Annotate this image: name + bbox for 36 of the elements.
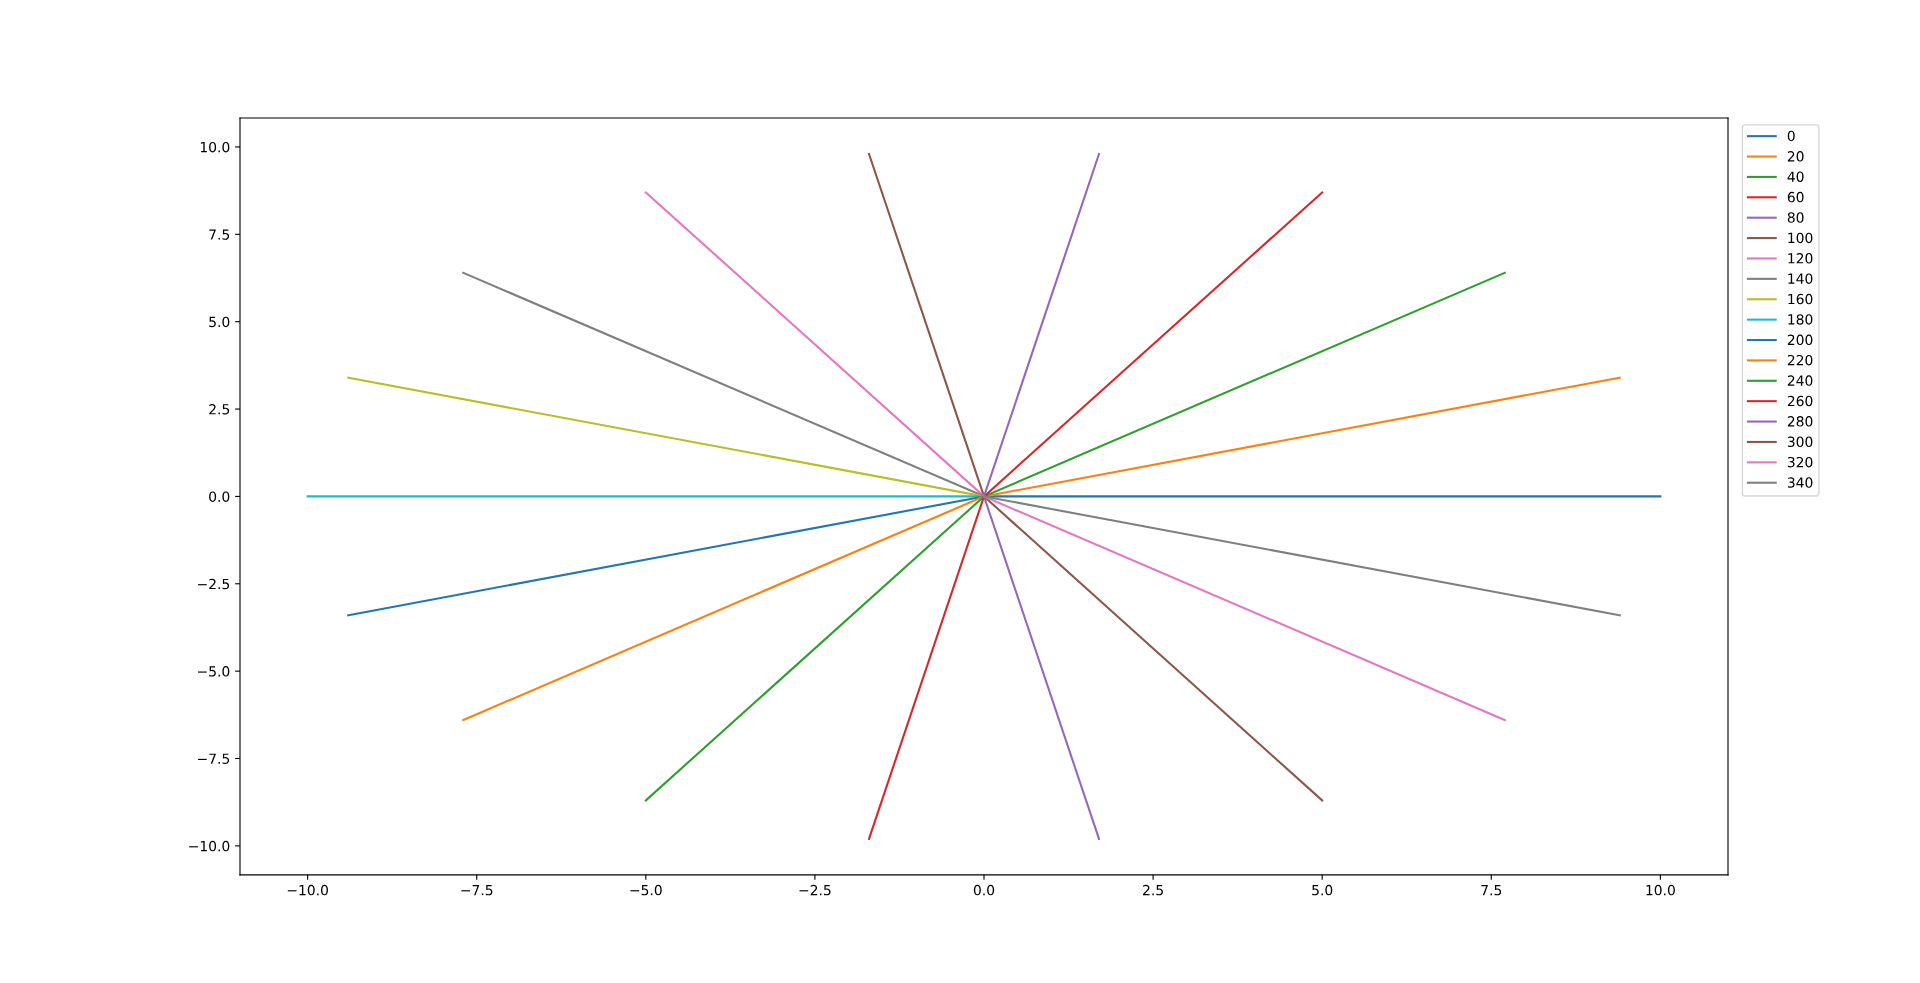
legend-label: 200 xyxy=(1787,334,1813,346)
x-tick-label: −5.0 xyxy=(630,884,662,896)
legend-label: 240 xyxy=(1787,375,1813,386)
legend-label: 320 xyxy=(1787,456,1813,468)
legend-label: 120 xyxy=(1788,253,1813,264)
x-tick-label: −10.0 xyxy=(287,884,328,896)
legend-label: 60 xyxy=(1787,191,1804,203)
x-tick-label: 10.0 xyxy=(1646,884,1675,896)
legend-label: 0 xyxy=(1787,130,1795,142)
y-tick-label: −5.0 xyxy=(198,666,230,677)
legend-label: 100 xyxy=(1788,232,1813,244)
x-tick-label: −2.5 xyxy=(799,884,831,896)
legend-label: 220 xyxy=(1787,354,1813,366)
legend-label: 300 xyxy=(1787,436,1813,448)
y-tick-label: −2.5 xyxy=(198,578,230,590)
legend-label: 340 xyxy=(1787,477,1813,488)
y-tick-label: −10.0 xyxy=(189,840,230,852)
x-tick-label: −7.5 xyxy=(461,885,493,896)
legend-label: 80 xyxy=(1787,212,1804,223)
legend-label: 180 xyxy=(1788,314,1813,325)
y-tick-label: 10.0 xyxy=(200,141,230,153)
y-tick-label: −7.5 xyxy=(198,753,230,764)
legend-label: 160 xyxy=(1788,293,1813,305)
y-tick-label: 7.5 xyxy=(209,229,230,240)
legend-label: 280 xyxy=(1787,416,1813,427)
legend-label: 260 xyxy=(1787,395,1813,407)
legend-label: 140 xyxy=(1788,273,1813,284)
x-tick-label: 5.0 xyxy=(1312,884,1333,896)
legend-label: 40 xyxy=(1787,171,1804,182)
x-tick-label: 7.5 xyxy=(1481,885,1502,896)
x-tick-label: 2.5 xyxy=(1143,884,1163,896)
x-tick-label: 0.0 xyxy=(973,884,995,896)
y-tick-label: 0.0 xyxy=(209,491,230,502)
y-tick-label: 5.0 xyxy=(209,316,230,328)
legend-label: 20 xyxy=(1787,151,1804,162)
y-tick-label: 2.5 xyxy=(209,404,230,415)
